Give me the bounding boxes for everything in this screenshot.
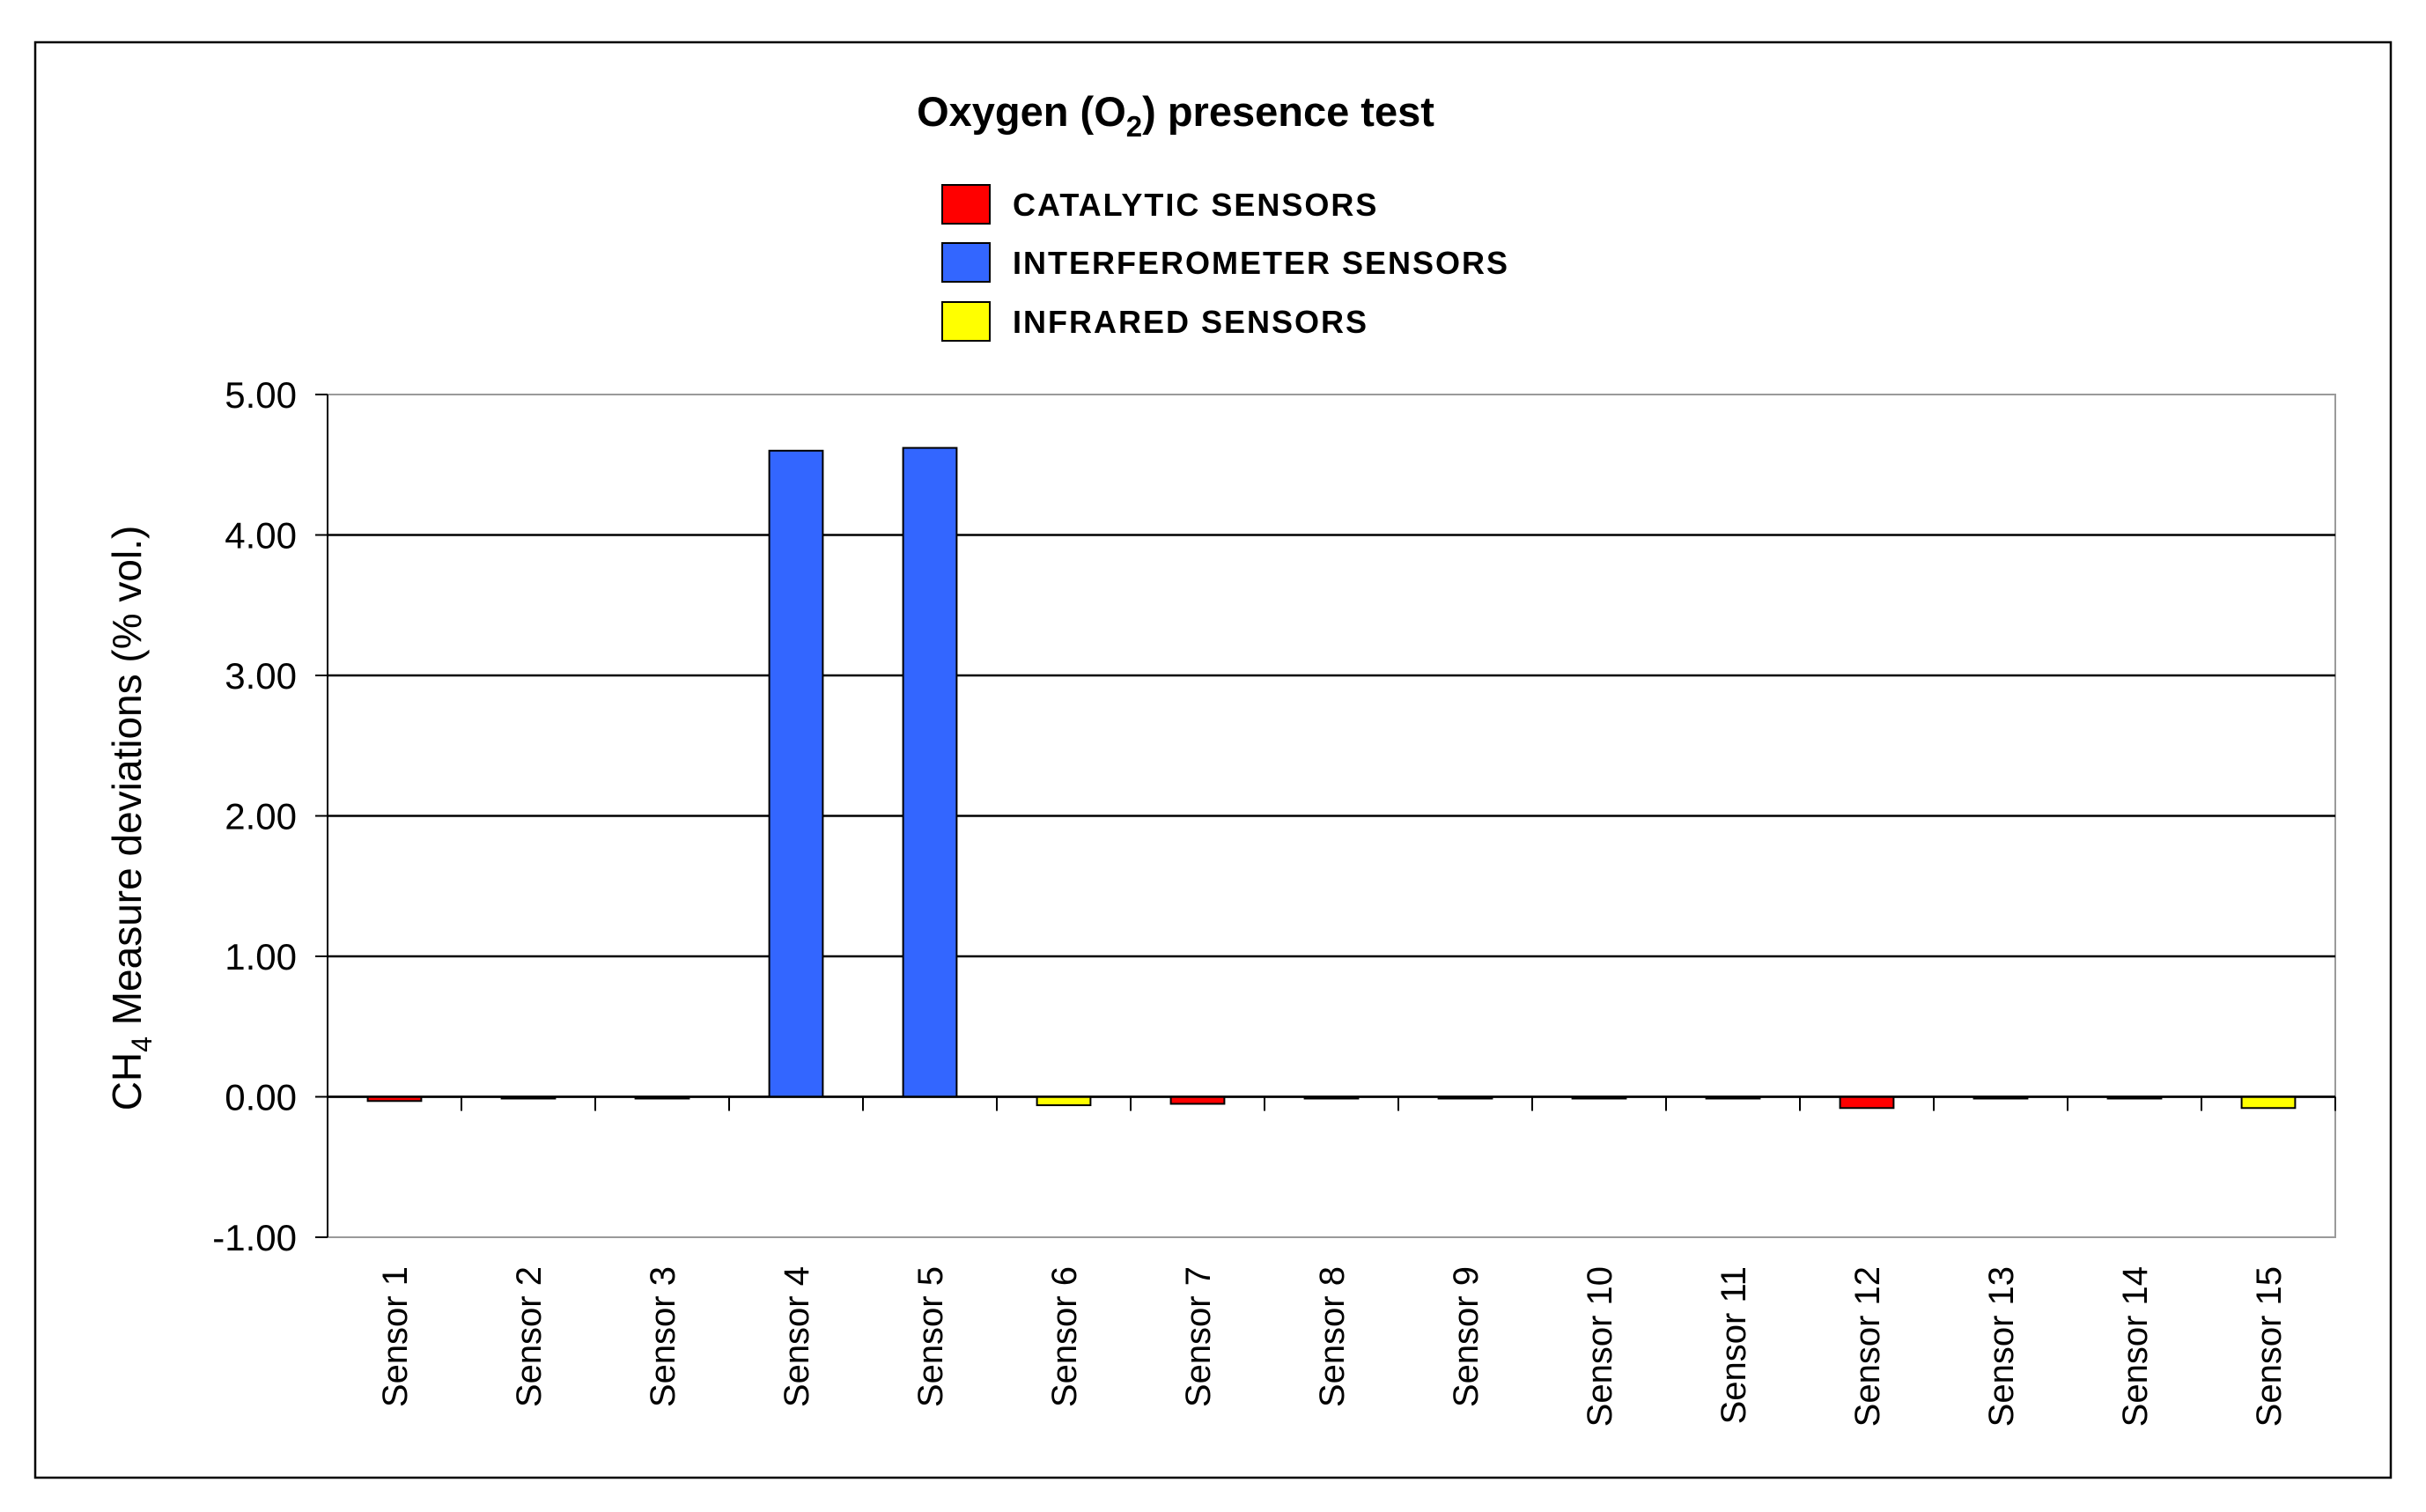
- y-tick-label: 2.00: [225, 796, 297, 837]
- chart-title: Oxygen (O2) presence test: [917, 88, 1434, 143]
- legend-swatch-infrared: [941, 301, 991, 342]
- x-tick-label: Sensor 8: [1313, 1266, 1352, 1407]
- legend: CATALYTIC SENSORS INTERFEROMETER SENSORS I…: [941, 184, 1509, 342]
- bar-4: [768, 449, 824, 1098]
- y-tick-label: 1.00: [225, 936, 297, 977]
- y-tick-label: 5.00: [225, 374, 297, 416]
- bar-15: [2240, 1095, 2297, 1110]
- x-tick-label: Sensor 2: [510, 1266, 549, 1407]
- x-axis: Sensor 1 Sensor 2 Sensor 3 Sensor 4 Sensor 5…: [327, 1095, 2336, 1427]
- bars: [366, 446, 2297, 1110]
- legend-label-catalytic: CATALYTIC SENSORS: [1013, 187, 1378, 223]
- y-tick-label: 3.00: [225, 655, 297, 697]
- x-tick-label: Sensor 4: [778, 1266, 816, 1407]
- bar-5: [902, 446, 958, 1098]
- x-tick-label: Sensor 15: [2250, 1266, 2289, 1427]
- legend-label-interferometer: INTERFEROMETER SENSORS: [1013, 245, 1509, 281]
- y-tick-label: 0.00: [225, 1077, 297, 1118]
- y-axis: -1.00 0.00 1.00 2.00 3.00 4.00 5.00: [212, 374, 328, 1258]
- bar-6: [1036, 1095, 1092, 1107]
- legend-label-infrared: INFRARED SENSORS: [1013, 304, 1368, 340]
- x-tick-label: Sensor 1: [376, 1266, 415, 1407]
- x-tick-label: Sensor 12: [1848, 1266, 1887, 1427]
- legend-swatch-interferometer: [941, 242, 991, 283]
- x-tick-label: Sensor 14: [2116, 1266, 2155, 1427]
- x-tick-label: Sensor 9: [1447, 1266, 1486, 1407]
- legend-swatch-catalytic: [941, 184, 991, 225]
- bar-12: [1839, 1095, 1895, 1110]
- x-tick-label: Sensor 3: [644, 1266, 682, 1407]
- x-tick-label: Sensor 11: [1714, 1266, 1753, 1424]
- x-tick-label: Sensor 10: [1581, 1266, 1619, 1427]
- x-tick-label: Sensor 7: [1179, 1266, 1218, 1407]
- x-tick-label: Sensor 13: [1982, 1266, 2021, 1427]
- chart-frame: [33, 41, 2393, 1479]
- x-tick-label: Sensor 6: [1045, 1266, 1084, 1407]
- x-tick-label: Sensor 5: [911, 1266, 950, 1407]
- y-tick-label: -1.00: [212, 1217, 297, 1258]
- y-axis-label: CH4 Measure deviations (% vol.): [104, 526, 158, 1111]
- y-tick-label: 4.00: [225, 515, 297, 557]
